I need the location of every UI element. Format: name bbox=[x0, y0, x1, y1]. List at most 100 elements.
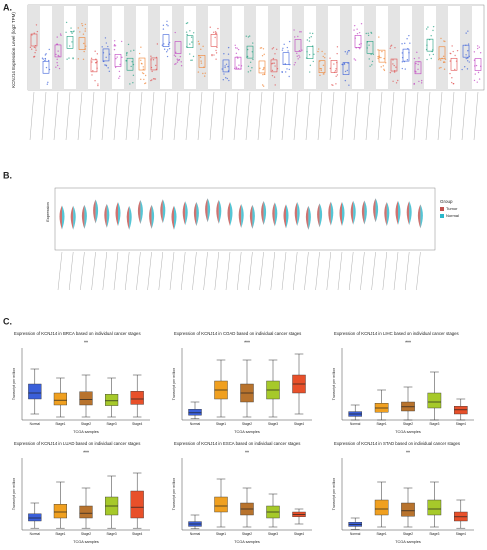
box-deco bbox=[426, 38, 434, 52]
jitter-dot bbox=[262, 85, 265, 87]
violin-half bbox=[361, 200, 365, 225]
jitter-dot bbox=[46, 83, 49, 85]
jitter-dot bbox=[202, 72, 204, 75]
jitter-dot bbox=[466, 68, 469, 70]
jitter-dot bbox=[298, 56, 301, 58]
jitter-dot bbox=[144, 74, 147, 77]
jitter-dot bbox=[214, 31, 217, 33]
jitter-dot bbox=[107, 45, 109, 48]
jitter-dot bbox=[309, 64, 312, 67]
jitter-dot bbox=[59, 33, 62, 35]
jitter-dot bbox=[288, 75, 290, 78]
violin-half bbox=[62, 205, 65, 230]
violin-half bbox=[274, 202, 278, 227]
jitter-dot bbox=[395, 66, 397, 68]
box bbox=[214, 496, 228, 513]
label-tick bbox=[317, 91, 323, 141]
label-tick bbox=[185, 91, 191, 141]
x-tick-label: Stage1 bbox=[55, 532, 65, 536]
jitter-dot bbox=[401, 67, 403, 70]
jitter-dot bbox=[116, 56, 118, 58]
jitter-dot bbox=[238, 64, 240, 66]
jitter-dot bbox=[473, 79, 476, 82]
violin-half bbox=[174, 205, 177, 230]
x-tick-label: Stage3 bbox=[429, 532, 439, 536]
violin-half bbox=[162, 199, 166, 224]
jitter-dot bbox=[466, 60, 469, 62]
jitter-dot bbox=[162, 28, 165, 30]
significance: ** bbox=[406, 450, 410, 456]
label-tick bbox=[293, 251, 298, 291]
jitter-dot bbox=[125, 60, 127, 62]
jitter-dot bbox=[418, 57, 420, 59]
jitter-dot bbox=[140, 78, 142, 81]
jitter-dot bbox=[81, 22, 83, 25]
jitter-dot bbox=[322, 55, 324, 58]
violin-half bbox=[328, 201, 331, 226]
box-deco bbox=[450, 57, 458, 71]
jitter-dot bbox=[108, 70, 111, 73]
jitter-dot bbox=[94, 80, 96, 82]
box-deco bbox=[330, 60, 338, 73]
jitter-dot bbox=[274, 84, 276, 86]
jitter-dot bbox=[190, 36, 193, 38]
legend-swatch bbox=[440, 214, 444, 218]
jitter-dot bbox=[323, 73, 325, 75]
label-tick bbox=[416, 251, 421, 291]
jitter-dot bbox=[85, 45, 87, 47]
jitter-dot bbox=[35, 24, 38, 26]
jitter-dot bbox=[421, 79, 423, 82]
label-tick bbox=[214, 251, 219, 291]
jitter-dot bbox=[262, 73, 264, 76]
jitter-dot bbox=[476, 47, 479, 50]
jitter-dot bbox=[449, 60, 451, 62]
jitter-dot bbox=[312, 60, 315, 63]
box-deco bbox=[342, 62, 350, 75]
jitter-dot bbox=[142, 72, 145, 75]
box-deco bbox=[414, 61, 422, 75]
jitter-dot bbox=[418, 80, 420, 83]
jitter-dot bbox=[151, 79, 153, 81]
x-tick-label: Normal bbox=[350, 422, 361, 426]
x-tick-label: Stage1 bbox=[55, 422, 65, 426]
jitter-dot bbox=[180, 61, 182, 63]
jitter-dot bbox=[143, 78, 145, 81]
jitter-dot bbox=[174, 31, 176, 34]
jitter-dot bbox=[371, 64, 373, 66]
violin-half bbox=[70, 205, 74, 230]
jitter-dot bbox=[413, 57, 416, 60]
jitter-dot bbox=[56, 43, 58, 45]
label-tick bbox=[473, 91, 479, 141]
jitter-dot bbox=[45, 66, 48, 69]
jitter-dot bbox=[467, 50, 469, 52]
jitter-dot bbox=[384, 62, 387, 64]
jitter-dot bbox=[309, 71, 311, 73]
label-tick bbox=[353, 91, 359, 141]
label-tick bbox=[136, 251, 141, 291]
jitter-dot bbox=[225, 63, 228, 66]
jitter-dot bbox=[84, 28, 87, 30]
jitter-dot bbox=[335, 75, 337, 77]
jitter-dot bbox=[324, 57, 326, 59]
jitter-dot bbox=[261, 84, 264, 86]
jitter-dot bbox=[130, 50, 132, 52]
jitter-dot bbox=[118, 70, 121, 73]
jitter-dot bbox=[432, 25, 435, 28]
jitter-dot bbox=[464, 66, 466, 68]
x-tick-label: Normal bbox=[350, 532, 361, 536]
jitter-dot bbox=[105, 56, 107, 59]
jitter-dot bbox=[185, 31, 188, 33]
jitter-dot bbox=[476, 81, 478, 83]
x-tick-label: Normal bbox=[190, 422, 201, 426]
jitter-dot bbox=[166, 23, 168, 26]
jitter-dot bbox=[401, 61, 404, 63]
jitter-dot bbox=[461, 68, 463, 71]
jitter-dot bbox=[94, 50, 96, 52]
jitter-dot bbox=[125, 54, 128, 56]
jitter-dot bbox=[154, 64, 157, 67]
chart-title: Expression of KCNJ14 in LUAD based on in… bbox=[14, 441, 140, 446]
box-deco bbox=[354, 35, 362, 48]
jitter-dot bbox=[223, 73, 225, 75]
label-tick bbox=[281, 251, 287, 291]
box-deco bbox=[30, 33, 38, 47]
